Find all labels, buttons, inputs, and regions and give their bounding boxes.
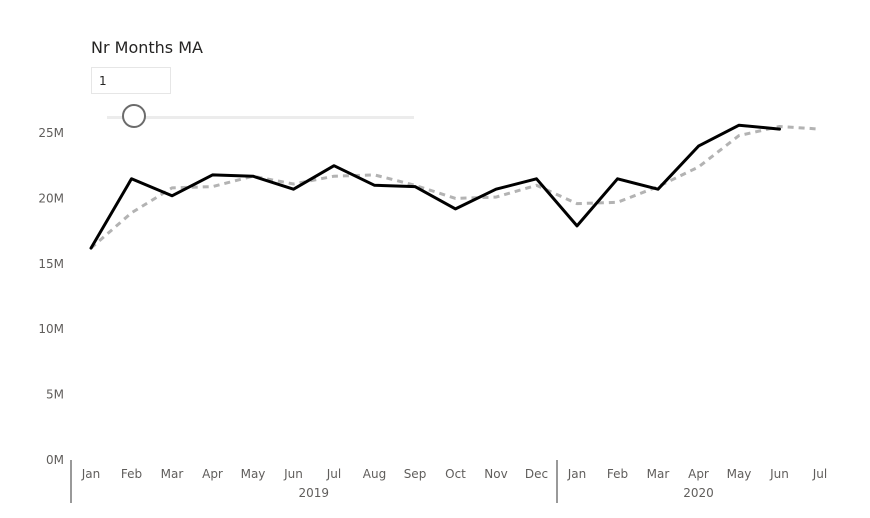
moving-average-series-line [90, 125, 821, 250]
ma-months-input[interactable]: 1 [91, 67, 171, 94]
x-tick-label: Mar [161, 467, 184, 481]
x-tick-label: Jun [283, 467, 303, 481]
ma-slider-track[interactable] [107, 116, 414, 119]
x-tick-label: May [727, 467, 752, 481]
ma-slider-thumb[interactable] [122, 104, 146, 128]
x-tick-label: Jan [81, 467, 101, 481]
y-tick-label: 20M [38, 191, 64, 205]
slicer-title: Nr Months MA [91, 38, 203, 57]
x-tick-label: Oct [445, 467, 466, 481]
x-tick-label: Apr [688, 467, 709, 481]
x-tick-label: Nov [484, 467, 507, 481]
actual-series-line [89, 123, 781, 250]
x-tick-label: Feb [607, 467, 628, 481]
x-tick-label: Jul [326, 467, 341, 481]
x-tick-label: Jan [567, 467, 587, 481]
x-tick-label: Dec [525, 467, 548, 481]
x-tick-label: Jun [769, 467, 789, 481]
x-tick-label: May [241, 467, 266, 481]
y-tick-label: 5M [46, 388, 64, 402]
year-label: 2020 [683, 486, 714, 500]
x-tick-label: Mar [647, 467, 670, 481]
y-tick-label: 15M [38, 257, 64, 271]
x-tick-label: Sep [404, 467, 427, 481]
x-tick-label: Feb [121, 467, 142, 481]
y-tick-label: 10M [38, 322, 64, 336]
y-tick-label: 0M [46, 453, 64, 467]
x-tick-label: Jul [812, 467, 827, 481]
x-tick-label: Aug [363, 467, 386, 481]
x-tick-label: Apr [202, 467, 223, 481]
y-tick-label: 25M [38, 126, 64, 140]
year-label: 2019 [298, 486, 329, 500]
